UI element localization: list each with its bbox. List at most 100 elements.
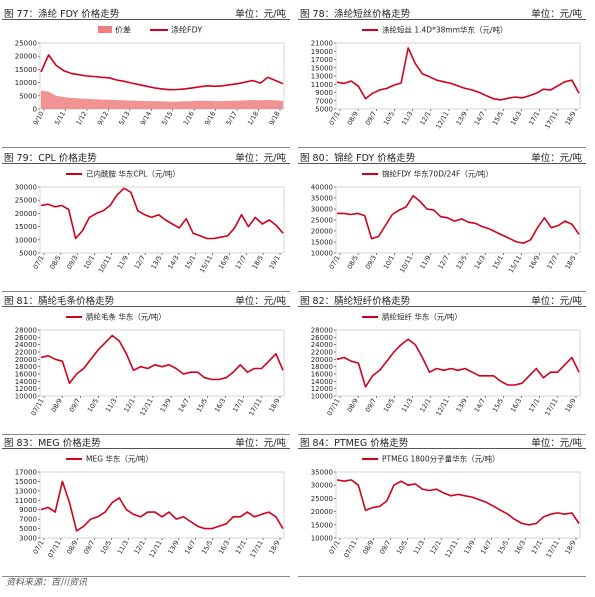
x-tick-label: 09/7 (364, 397, 378, 414)
chart-unit: 单位：元/吨 (235, 153, 286, 164)
plot-frame (335, 42, 581, 110)
y-tick-label: 15000 (311, 521, 333, 529)
x-tick-label: 16/3 (509, 397, 523, 414)
x-tick-label: 12/7 (133, 254, 147, 271)
x-tick-label: 15/5 (195, 397, 209, 414)
source-note: 资料来源：百川资讯 (6, 578, 88, 588)
bottom-rule (2, 147, 290, 148)
legend-label: PTMEG 1800分子量华东（元/吨） (382, 454, 500, 464)
x-tick-label: 9/18 (267, 110, 281, 127)
x-tick-label: 15/5 (200, 539, 214, 556)
y-tick-label: 13000 (311, 73, 333, 81)
bottom-rule (2, 576, 290, 577)
x-tick-label: 14/7 (183, 539, 197, 556)
legend-label: 己内酰胺 华东CPL（元/吨） (86, 169, 180, 179)
x-tick-label: 9/14 (139, 110, 153, 127)
plot-frame (39, 186, 285, 254)
x-tick-label: 17/11 (545, 539, 561, 559)
x-tick-label: 1/16 (182, 110, 196, 127)
bottom-rule (298, 147, 586, 148)
y-tick-label: 21000 (311, 40, 333, 48)
legend-label: 涤纶短丝 1.4D*38mm华东（元/吨） (382, 25, 508, 35)
chart-panel: 图 83：MEG 价格走势 单位：元/吨 3000 5000 7000 9000 11000… (2, 435, 290, 579)
chart-svg: 1000012000140001600018000200002200024000… (311, 312, 581, 417)
x-tick-label: 11/3 (400, 397, 414, 414)
x-tick-label: 11/9 (418, 254, 432, 271)
y-tick-label: 17000 (15, 469, 37, 477)
y-tick-label: 15000 (311, 64, 333, 72)
y-tick-label: 9000 (315, 89, 333, 97)
y-tick-label: 12000 (15, 385, 37, 393)
x-tick-label: 17/7 (545, 254, 559, 271)
y-tick-label: 10000 (15, 236, 37, 244)
chart-svg: 1000012000140001600018000200002200024000… (15, 312, 285, 417)
bottom-rule (298, 576, 586, 577)
y-tick-label: 20000 (15, 210, 37, 218)
bottom-rule (298, 434, 586, 435)
x-tick-label: 17/11 (543, 110, 559, 130)
y-tick-label: 17000 (311, 56, 333, 64)
y-tick-label: 11000 (311, 81, 333, 89)
y-tick-label: 3000 (19, 535, 37, 543)
series-area-spread (41, 90, 283, 109)
y-tick-label: 10000 (311, 250, 333, 258)
y-tick-label: 20000 (311, 508, 333, 516)
y-tick-label: 26000 (311, 334, 333, 342)
x-tick-label: 13/5 (455, 254, 469, 271)
series-line (337, 195, 580, 244)
series-line (40, 187, 284, 240)
x-tick-label: 17/11 (543, 397, 559, 417)
x-tick-label: 10/5 (382, 110, 396, 127)
x-tick-label: 17/11 (247, 397, 263, 417)
x-tick-label: 5/15 (160, 110, 174, 127)
x-tick-label: 18/9 (267, 539, 281, 556)
title-rule (298, 163, 586, 164)
x-tick-label: 17/1 (234, 539, 248, 556)
title-rule (298, 306, 586, 307)
x-tick-label: 08/9 (346, 397, 360, 414)
y-tick-label: 24000 (15, 341, 37, 349)
x-tick-label: 13/9 (455, 397, 469, 414)
y-tick-label: 11000 (15, 497, 37, 505)
x-tick-label: 15/11 (507, 254, 523, 274)
y-tick-label: 25000 (311, 217, 333, 225)
title-rule (2, 306, 290, 307)
x-tick-label: 10/11 (97, 254, 113, 274)
x-tick-label: 16/3 (513, 539, 527, 556)
plot-frame (335, 329, 581, 397)
x-tick-label: 12/11 (138, 397, 154, 417)
y-tick-label: 16000 (15, 371, 37, 379)
y-tick-label: 15000 (15, 223, 37, 231)
chart-panel: 图 84：PTMEG 价格走势 单位：元/吨 10000 15000 20000 2500… (298, 435, 586, 579)
y-tick-label: 30000 (15, 184, 37, 192)
y-tick-label: 18000 (311, 363, 333, 371)
x-tick-label: 10/1 (82, 254, 96, 271)
x-tick-label: 10/5 (99, 539, 113, 556)
legend-label: 锦纶FDY 华东70D/24F（元/吨） (382, 169, 493, 179)
chart-unit: 单位：元/吨 (235, 438, 286, 449)
x-tick-label: 14/3 (473, 254, 487, 271)
x-tick-label: 1/18 (246, 110, 260, 127)
x-tick-label: 9/12 (96, 110, 110, 127)
y-tick-label: 26000 (15, 334, 37, 342)
x-tick-label: 09/3 (364, 254, 378, 271)
chart-title: 图 84：PTMEG 价格走势 (300, 438, 409, 449)
x-tick-label: 09/7 (82, 539, 96, 556)
x-tick-label: 16/3 (217, 539, 231, 556)
x-tick-label: 13/9 (166, 539, 180, 556)
chart-title: 图 78：涤纶短丝价格走势 (300, 9, 411, 20)
x-tick-label: 9/16 (203, 110, 217, 127)
x-tick-label: 12/11 (434, 110, 450, 130)
x-tick-label: 18/5 (563, 254, 577, 271)
y-tick-label: 40000 (311, 184, 333, 192)
x-tick-label: 12/1 (418, 397, 432, 414)
y-tick-label: 7000 (315, 97, 333, 105)
chart-unit: 单位：元/吨 (531, 296, 582, 307)
x-tick-label: 12/1 (122, 397, 136, 414)
x-tick-label: 12/11 (443, 539, 459, 559)
y-tick-label: 24000 (311, 341, 333, 349)
